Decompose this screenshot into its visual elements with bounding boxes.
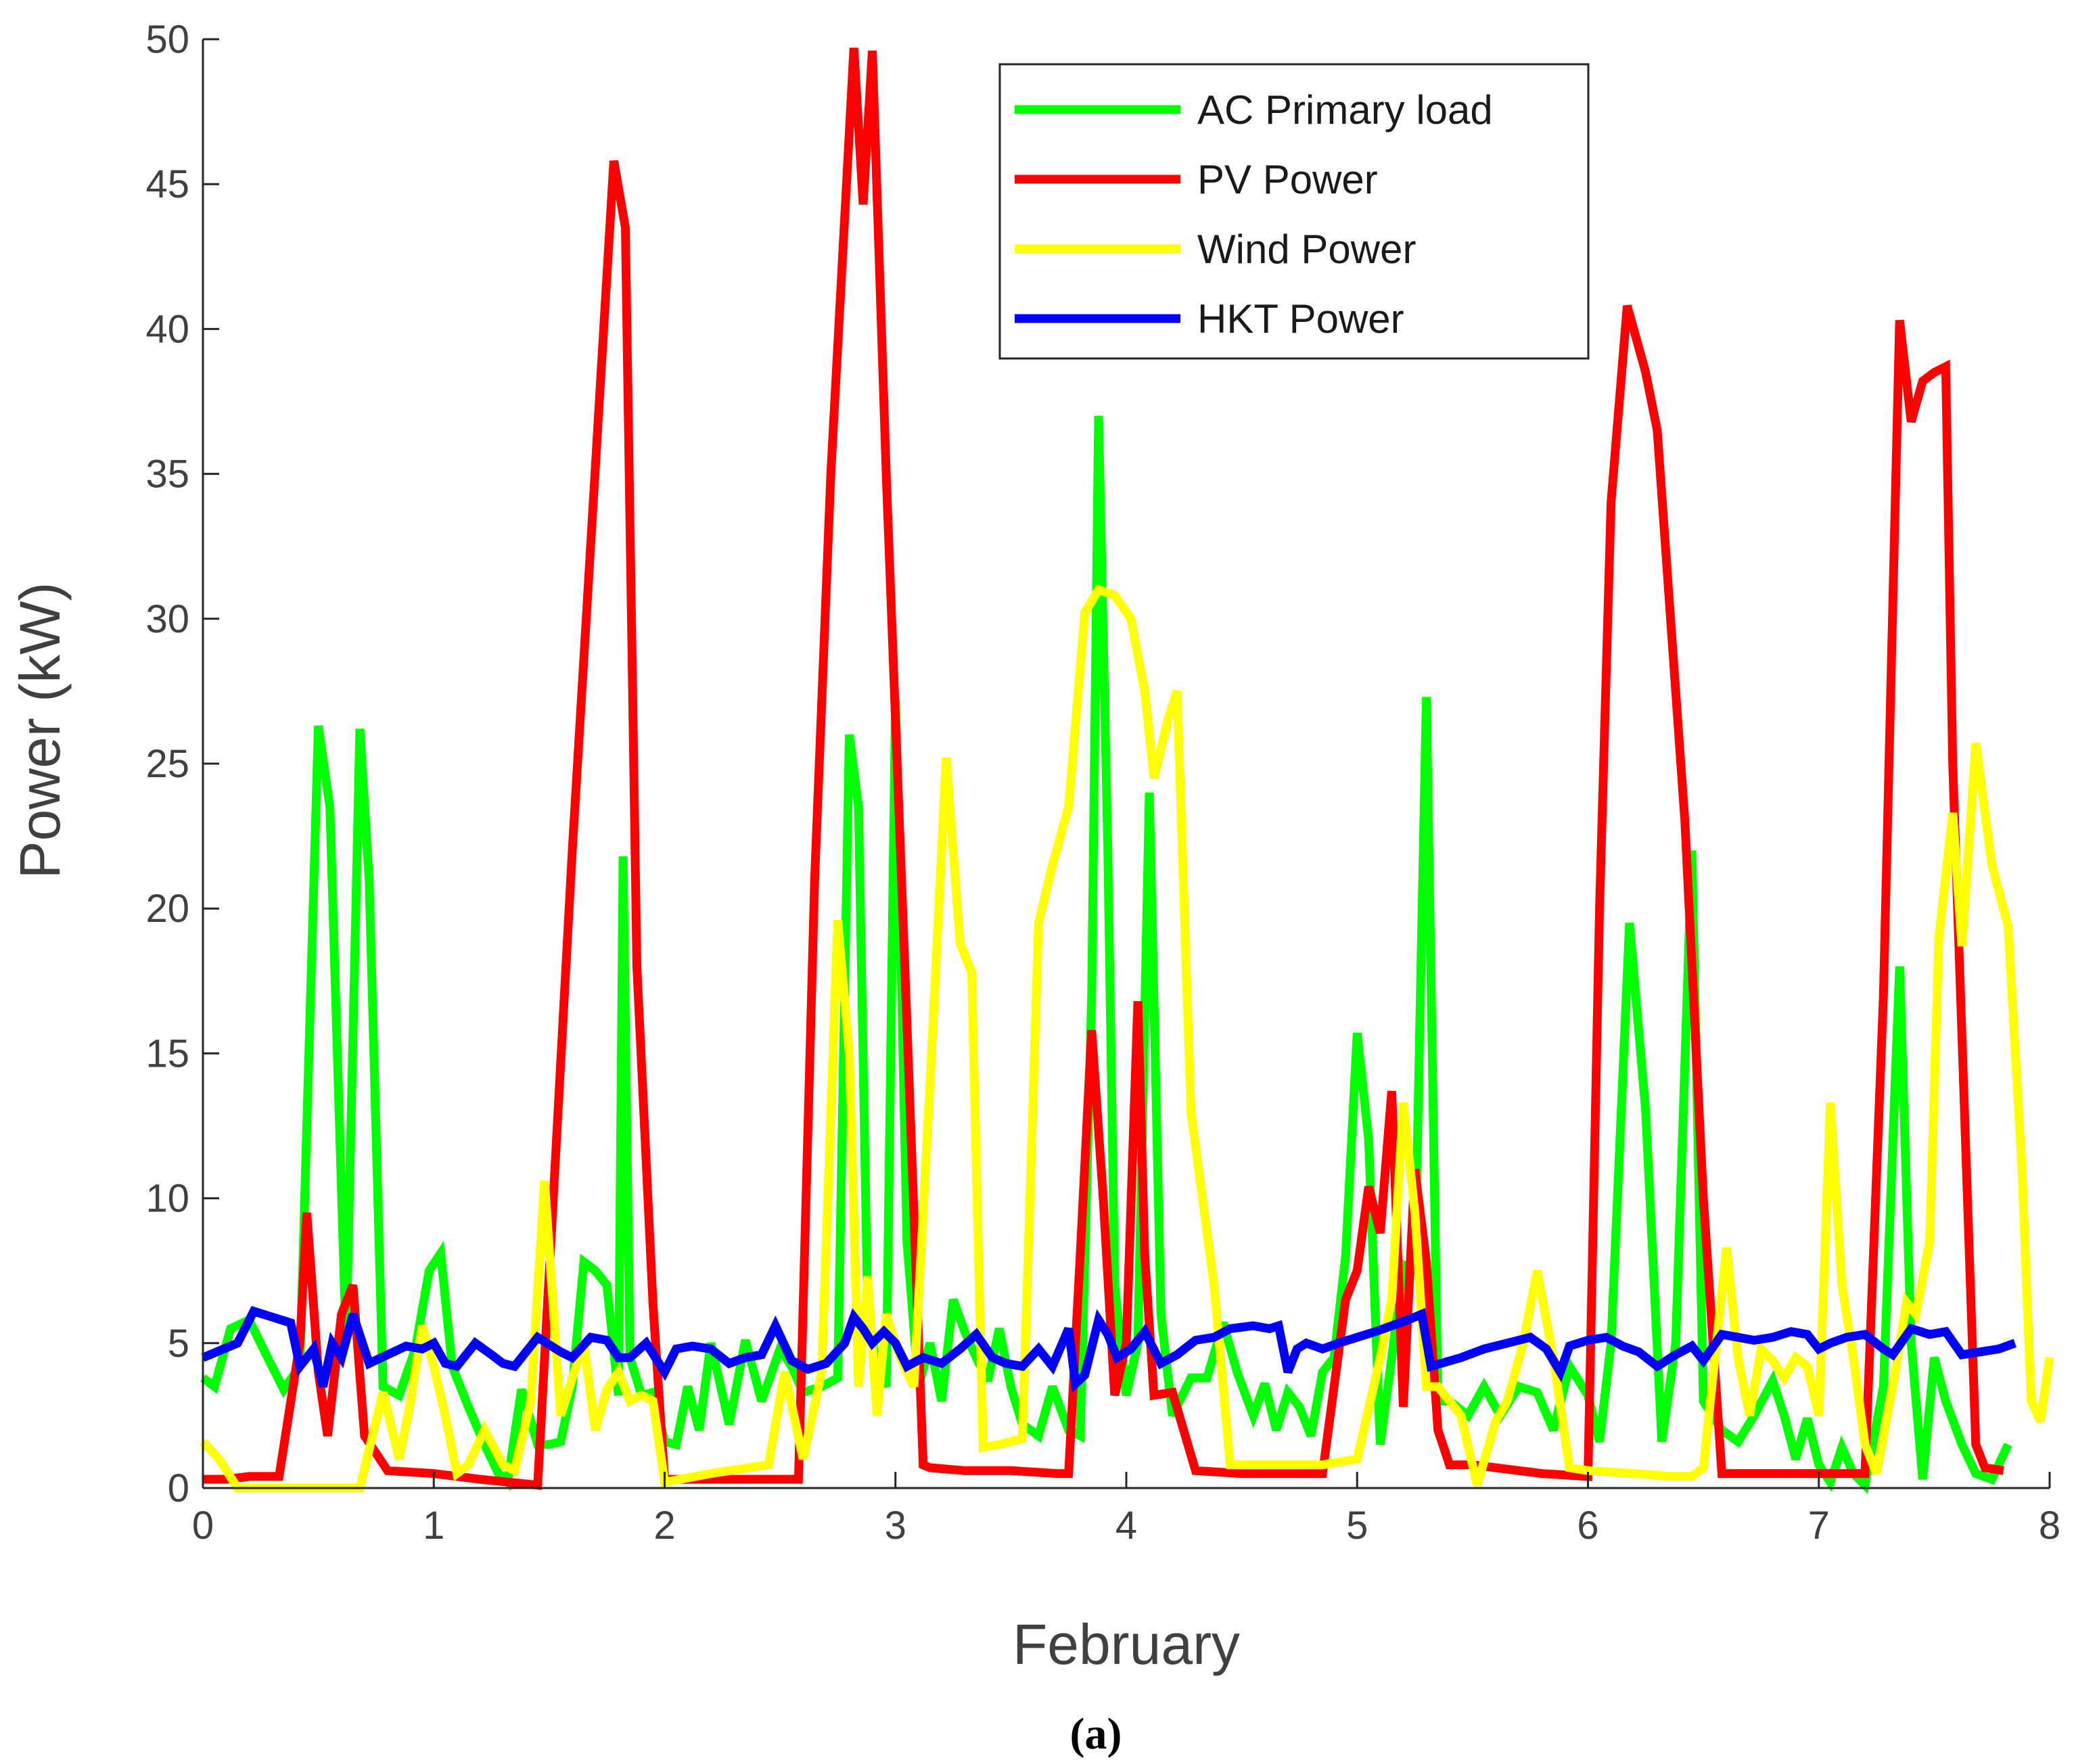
x-tick-label: 8 — [2039, 1504, 2060, 1548]
y-tick-label: 15 — [145, 1031, 189, 1075]
series-line-pv-power — [203, 47, 2004, 1490]
y-tick-label: 40 — [145, 307, 189, 351]
x-tick-label: 0 — [192, 1504, 214, 1548]
plot-lines — [200, 47, 2054, 1495]
y-axis-ticks: 0 5 10 15 20 25 30 35 40 45 50 — [145, 18, 219, 1510]
y-tick-label: 20 — [145, 887, 189, 931]
legend-label-wind-power: Wind Power — [1197, 227, 1416, 272]
x-tick-label: 5 — [1346, 1504, 1368, 1548]
series-line-hkt-power — [201, 1305, 2017, 1393]
legend-label-ac-primary-load: AC Primary load — [1197, 87, 1493, 133]
y-tick-label: 45 — [145, 162, 189, 206]
y-tick-label: 50 — [145, 18, 189, 62]
x-tick-label: 3 — [885, 1504, 906, 1548]
figure-caption: (a) — [1070, 1709, 1122, 1759]
x-axis-title: February — [1013, 1612, 1240, 1676]
x-tick-label: 6 — [1577, 1504, 1598, 1548]
y-tick-label: 5 — [168, 1322, 189, 1366]
legend-label-pv-power: PV Power — [1197, 157, 1378, 202]
y-tick-label: 30 — [145, 597, 189, 641]
x-tick-label: 1 — [423, 1504, 444, 1548]
y-axis-title: Power (kW) — [8, 582, 72, 879]
y-tick-label: 10 — [145, 1177, 189, 1221]
x-axis-ticks: 0 1 2 3 4 5 6 7 8 — [192, 1472, 2060, 1548]
series-line-wind-power — [200, 584, 2054, 1493]
y-tick-label: 35 — [145, 452, 189, 496]
legend-label-hkt-power: HKT Power — [1197, 296, 1404, 342]
legend: AC Primary load PV Power Wind Power HKT … — [998, 63, 1590, 360]
x-tick-label: 7 — [1808, 1504, 1830, 1548]
x-tick-label: 2 — [653, 1504, 675, 1548]
y-tick-label: 25 — [145, 742, 189, 786]
x-tick-label: 4 — [1115, 1504, 1137, 1548]
y-tick-label: 0 — [168, 1466, 189, 1510]
